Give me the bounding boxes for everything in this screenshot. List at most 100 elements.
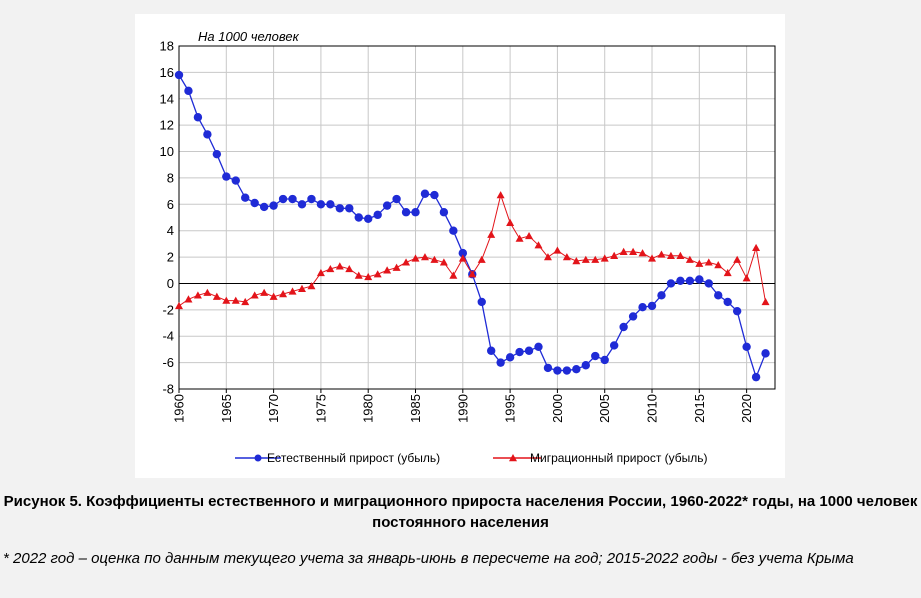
data-point-natural — [373, 210, 382, 220]
x-tick-label: 2010 — [645, 394, 660, 423]
data-point-migration — [506, 218, 515, 226]
data-point-natural — [515, 347, 524, 357]
data-point-migration — [742, 274, 751, 282]
figure-caption: Рисунок 5. Коэффициенты естественного и … — [3, 493, 918, 531]
legend-label-natural: Естественный прирост (убыль) — [267, 451, 440, 465]
x-tick-label: 1965 — [219, 394, 234, 423]
series — [174, 70, 770, 382]
data-point-natural — [524, 346, 534, 355]
data-point-migration — [420, 253, 429, 261]
data-point-natural — [174, 70, 184, 80]
grid — [178, 45, 775, 390]
data-point-natural — [628, 312, 638, 321]
data-point-natural — [609, 341, 619, 350]
data-point-migration — [648, 254, 657, 262]
legend-marker-migration — [509, 454, 517, 462]
data-point-migration — [496, 191, 505, 199]
data-point-migration — [383, 266, 392, 274]
data-point-migration — [629, 247, 638, 255]
chart-panel: 18 16 14 12 10 8 6 4 2 0 -2 -4 -6 -8 1960 1965 1970 1975… — [135, 14, 785, 478]
data-point-natural — [382, 201, 392, 210]
data-point-natural — [345, 204, 354, 213]
data-point-migration — [260, 288, 269, 296]
data-point-migration — [364, 272, 373, 281]
data-point-natural — [695, 275, 704, 284]
data-point-natural — [411, 208, 420, 217]
series-line-1 — [178, 193, 766, 307]
data-point-migration — [345, 264, 354, 273]
data-point-natural — [657, 291, 666, 300]
y-tick-label: 0 — [167, 276, 174, 291]
data-point-natural — [572, 365, 581, 374]
data-point-migration — [307, 282, 316, 290]
data-point-migration — [525, 231, 534, 240]
x-tick-label: 1975 — [313, 394, 328, 423]
data-point-natural — [704, 279, 713, 288]
data-point-migration — [477, 255, 486, 263]
x-tick-label: 1985 — [408, 394, 423, 423]
data-point-migration — [600, 254, 609, 262]
series-line-0 — [178, 74, 767, 380]
data-point-natural — [250, 198, 259, 208]
data-point-migration — [572, 257, 581, 265]
data-point-migration — [316, 268, 325, 277]
data-point-migration — [184, 295, 193, 303]
legend-label-migration: Миграционный прирост (убыль) — [530, 451, 708, 465]
y-tick-label: -8 — [162, 382, 174, 397]
data-point-natural — [241, 193, 250, 202]
data-point-migration — [591, 255, 600, 263]
x-tick-label: 1980 — [361, 394, 376, 423]
data-point-natural — [278, 194, 288, 204]
data-point-migration — [402, 258, 411, 266]
data-point-natural — [600, 355, 609, 365]
data-point-migration — [175, 301, 183, 310]
data-point-migration — [534, 241, 543, 249]
data-point-natural — [742, 342, 751, 351]
data-point-natural — [486, 346, 496, 355]
data-point-natural — [392, 194, 401, 204]
data-point-natural — [259, 202, 269, 212]
data-point-migration — [752, 243, 761, 252]
unit-label: На 1000 человек — [198, 29, 300, 44]
data-point-migration — [449, 271, 458, 279]
y-axis: 18 16 14 12 10 8 6 4 2 0 -2 -4 -6 -8 — [160, 39, 174, 397]
data-point-natural — [553, 366, 562, 375]
data-point-migration — [704, 258, 713, 266]
data-point-migration — [231, 296, 240, 304]
data-point-migration — [723, 268, 732, 277]
data-point-natural — [222, 172, 231, 181]
data-point-natural — [458, 248, 468, 258]
data-point-natural — [231, 176, 240, 185]
data-point-migration — [610, 251, 619, 259]
legend-marker-natural — [254, 454, 262, 462]
data-point-natural — [714, 291, 723, 300]
data-point-natural — [316, 200, 326, 209]
data-point-migration — [411, 254, 420, 262]
x-tick-label: 2005 — [597, 394, 612, 423]
data-point-migration — [458, 254, 467, 262]
data-point-migration — [212, 292, 221, 300]
y-tick-label: 8 — [167, 170, 174, 185]
data-point-natural — [401, 208, 411, 217]
data-point-migration — [279, 290, 288, 298]
data-point-natural — [591, 351, 600, 361]
chart: 18 16 14 12 10 8 6 4 2 0 -2 -4 -6 -8 1960 1965 1970 1975… — [160, 29, 776, 465]
data-point-natural — [477, 297, 486, 307]
data-point-migration — [619, 247, 628, 255]
data-point-migration — [354, 271, 363, 279]
data-point-natural — [666, 279, 676, 288]
data-point-natural — [203, 130, 212, 139]
y-tick-label: 4 — [167, 223, 174, 238]
data-point-migration — [657, 250, 666, 258]
data-point-migration — [269, 292, 278, 300]
data-point-migration — [761, 297, 770, 306]
data-point-natural — [212, 149, 222, 159]
data-point-migration — [685, 255, 694, 263]
data-point-natural — [288, 194, 297, 204]
data-point-natural — [449, 226, 458, 235]
data-point-natural — [364, 214, 373, 224]
data-point-natural — [430, 190, 439, 200]
data-point-natural — [335, 204, 345, 213]
data-point-natural — [269, 201, 278, 210]
data-point-migration — [297, 284, 306, 292]
